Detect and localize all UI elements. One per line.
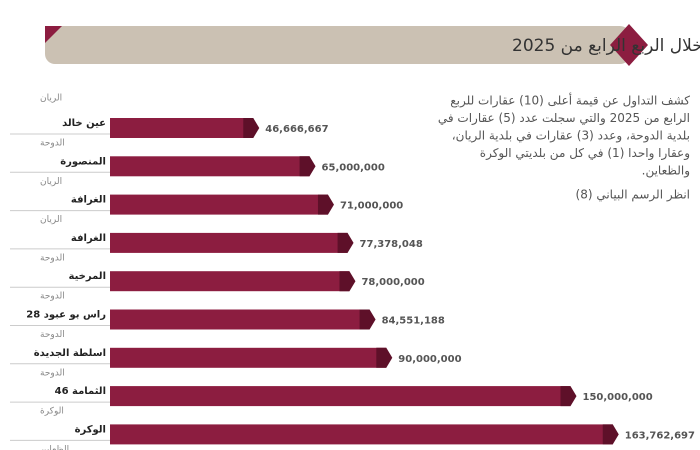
title-banner (45, 26, 630, 64)
label-box (10, 420, 110, 441)
bar-end (243, 118, 260, 138)
bar (110, 232, 348, 253)
label-box (10, 267, 110, 288)
region-label: الريان (40, 215, 62, 225)
bar-end (560, 386, 577, 407)
bar-end (602, 424, 619, 445)
region-label: الظعاين (40, 445, 69, 450)
label-box (10, 152, 110, 173)
category-label: الثمامة 46 (55, 386, 106, 397)
bar (110, 386, 571, 407)
region-label: الدوحة (40, 253, 65, 263)
bar (110, 118, 254, 138)
description-line: كشف التداول عن قيمة أعلى (10) عقارات للر… (450, 93, 690, 109)
bar (110, 156, 310, 177)
region-label: الدوحة (40, 368, 65, 378)
category-label: الغرافة (71, 195, 106, 206)
region-label: الدوحة (40, 139, 65, 149)
banner-corner (45, 26, 62, 43)
note: انظر الرسم البياني (8) (576, 188, 690, 203)
value-label: 84,551,188 (382, 316, 445, 327)
region-label: الدوحة (40, 292, 65, 302)
value-label: 77,378,048 (360, 239, 423, 250)
value-label: 71,000,000 (340, 201, 403, 212)
value-label: 46,666,667 (265, 124, 328, 135)
description-line: والظعاين. (642, 164, 690, 179)
bar-end (359, 309, 376, 330)
label-box (10, 305, 110, 326)
bar-end (299, 156, 316, 177)
region-label: الدوحة (40, 330, 65, 340)
description-line: الرابع من 2025 والتي سجلت عدد (5) عقارات… (438, 111, 690, 126)
bar-end (339, 271, 356, 292)
banner-diamond (610, 24, 648, 66)
category-label: المنصورة (60, 156, 106, 167)
category-label: الوكرة (75, 424, 106, 435)
label-box (10, 382, 110, 403)
category-label: اسلطة الجديدة (34, 348, 106, 359)
region-label: الوكرة (40, 407, 64, 417)
region-label: الريان (40, 177, 62, 187)
value-label: 90,000,000 (398, 354, 461, 365)
value-label: 65,000,000 (322, 162, 385, 173)
label-box (10, 190, 110, 211)
category-label: راس بو عبود 28 (26, 310, 106, 321)
category-label: عين خالد (62, 118, 106, 129)
category-label: الغرافة (71, 233, 106, 244)
label-box (10, 343, 110, 364)
description-line: بلدية الدوحة، وعدد (3) عقارات في بلدية ا… (452, 129, 690, 144)
value-label: 78,000,000 (361, 277, 424, 288)
value-label: 150,000,000 (583, 392, 653, 403)
bar (110, 424, 613, 445)
bar (110, 309, 370, 330)
description-line: وعقارا واحدا (1) في كل من بلديتي الوكرة (480, 146, 690, 161)
bar (110, 194, 328, 215)
label-box (10, 228, 110, 249)
category-label: المرخية (69, 271, 106, 282)
bar (110, 271, 350, 292)
bar-end (317, 194, 334, 215)
bar-end (376, 347, 393, 368)
top-label: الريان (40, 94, 62, 104)
label-box (10, 114, 110, 134)
chart-title: أعلى عشر عقارات خلال الربع الرابع من 202… (512, 34, 700, 56)
bar (110, 347, 387, 368)
value-label: 163,762,697 (625, 430, 695, 441)
bar-end (337, 232, 354, 253)
